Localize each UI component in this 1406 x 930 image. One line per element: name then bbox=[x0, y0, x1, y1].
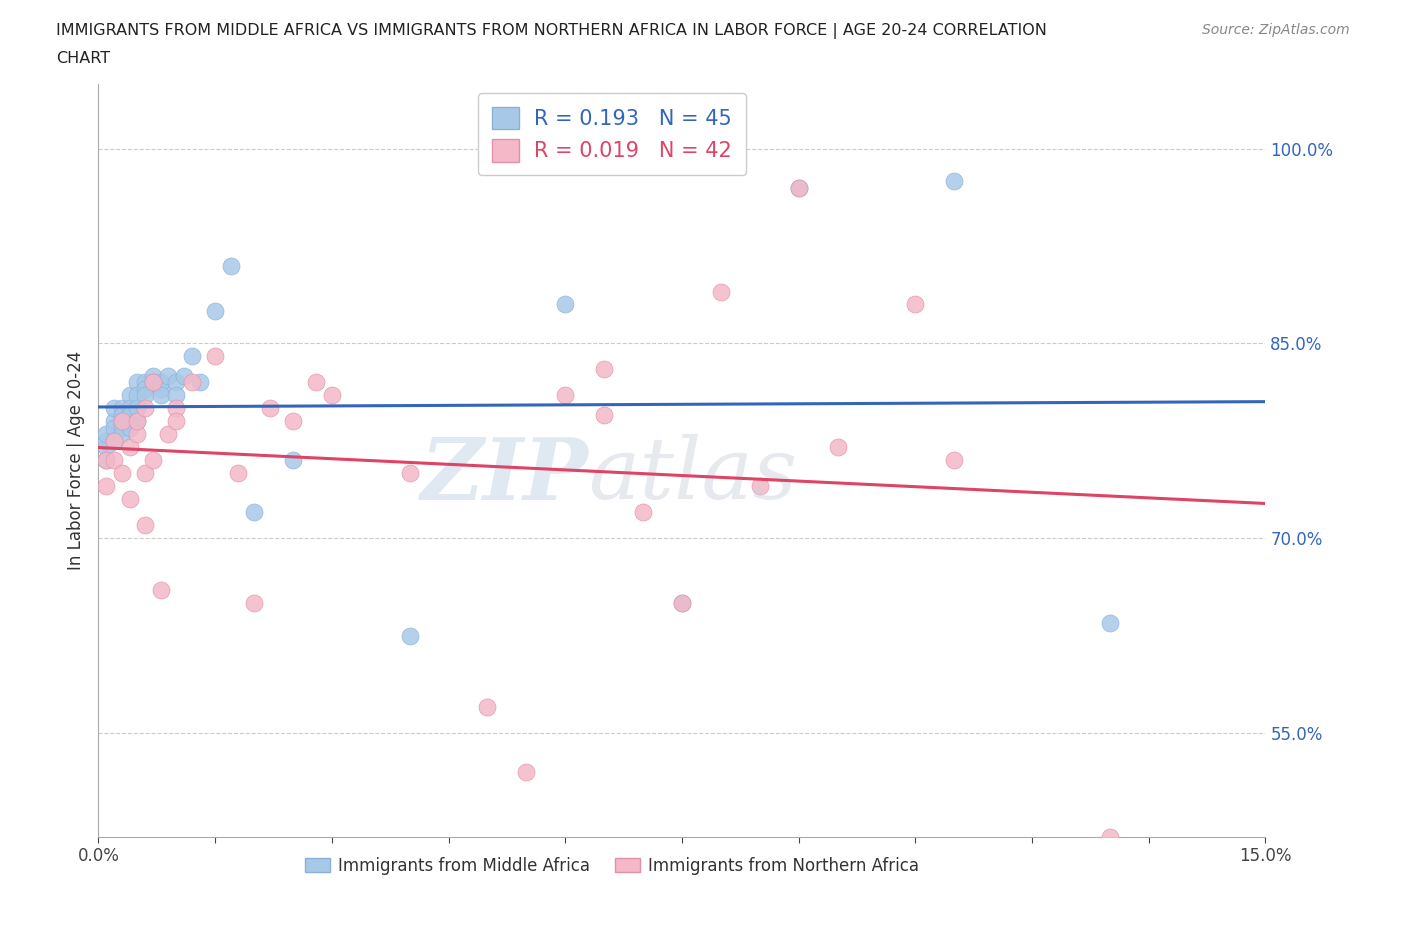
Point bbox=[281, 414, 304, 429]
Point bbox=[165, 388, 187, 403]
Point bbox=[243, 505, 266, 520]
Point bbox=[142, 368, 165, 383]
Text: IMMIGRANTS FROM MIDDLE AFRICA VS IMMIGRANTS FROM NORTHERN AFRICA IN LABOR FORCE : IMMIGRANTS FROM MIDDLE AFRICA VS IMMIGRA… bbox=[56, 23, 1047, 39]
Point bbox=[305, 375, 328, 390]
Point bbox=[593, 407, 616, 422]
Point bbox=[111, 427, 134, 442]
Point bbox=[127, 414, 149, 429]
Point bbox=[127, 401, 149, 416]
Point bbox=[149, 381, 172, 396]
Point bbox=[671, 596, 693, 611]
Point bbox=[219, 259, 242, 273]
Point bbox=[827, 440, 849, 455]
Point bbox=[96, 453, 118, 468]
Point bbox=[157, 427, 180, 442]
Point bbox=[149, 583, 172, 598]
Point bbox=[631, 505, 654, 520]
Point bbox=[118, 440, 141, 455]
Point bbox=[127, 375, 149, 390]
Point bbox=[134, 375, 156, 390]
Point bbox=[134, 401, 156, 416]
Point bbox=[103, 453, 125, 468]
Point bbox=[671, 596, 693, 611]
Point bbox=[554, 388, 576, 403]
Point bbox=[127, 427, 149, 442]
Point bbox=[103, 433, 125, 448]
Point bbox=[96, 453, 118, 468]
Point bbox=[204, 349, 226, 364]
Point bbox=[96, 433, 118, 448]
Point bbox=[593, 362, 616, 377]
Point bbox=[134, 466, 156, 481]
Point bbox=[398, 629, 420, 644]
Point bbox=[96, 427, 118, 442]
Point bbox=[142, 375, 165, 390]
Text: CHART: CHART bbox=[56, 51, 110, 66]
Point bbox=[149, 388, 172, 403]
Point bbox=[477, 699, 499, 714]
Y-axis label: In Labor Force | Age 20-24: In Labor Force | Age 20-24 bbox=[66, 351, 84, 570]
Point bbox=[787, 180, 810, 195]
Point bbox=[103, 414, 125, 429]
Point bbox=[111, 401, 134, 416]
Point bbox=[1098, 616, 1121, 631]
Point bbox=[173, 368, 195, 383]
Text: atlas: atlas bbox=[589, 434, 797, 517]
Point bbox=[142, 453, 165, 468]
Point bbox=[111, 466, 134, 481]
Point bbox=[515, 764, 537, 779]
Point bbox=[554, 297, 576, 312]
Point bbox=[149, 375, 172, 390]
Point bbox=[127, 388, 149, 403]
Point bbox=[180, 375, 202, 390]
Point bbox=[134, 381, 156, 396]
Point bbox=[165, 414, 187, 429]
Point bbox=[111, 407, 134, 422]
Point bbox=[165, 401, 187, 416]
Point bbox=[118, 420, 141, 435]
Point bbox=[118, 492, 141, 507]
Point bbox=[188, 375, 211, 390]
Text: Source: ZipAtlas.com: Source: ZipAtlas.com bbox=[1202, 23, 1350, 37]
Point bbox=[943, 174, 966, 189]
Point bbox=[204, 303, 226, 318]
Point bbox=[228, 466, 250, 481]
Point bbox=[398, 466, 420, 481]
Point bbox=[111, 420, 134, 435]
Text: ZIP: ZIP bbox=[420, 433, 589, 517]
Point bbox=[96, 479, 118, 494]
Point bbox=[111, 414, 134, 429]
Point bbox=[710, 284, 733, 299]
Point bbox=[142, 375, 165, 390]
Point bbox=[103, 420, 125, 435]
Point bbox=[281, 453, 304, 468]
Point bbox=[118, 401, 141, 416]
Point bbox=[180, 349, 202, 364]
Point bbox=[134, 388, 156, 403]
Point bbox=[259, 401, 281, 416]
Point bbox=[1098, 830, 1121, 844]
Point bbox=[787, 180, 810, 195]
Point bbox=[118, 407, 141, 422]
Point bbox=[748, 479, 770, 494]
Point bbox=[904, 297, 927, 312]
Point bbox=[943, 453, 966, 468]
Point bbox=[165, 375, 187, 390]
Point bbox=[243, 596, 266, 611]
Point bbox=[111, 414, 134, 429]
Point bbox=[103, 433, 125, 448]
Legend: Immigrants from Middle Africa, Immigrants from Northern Africa: Immigrants from Middle Africa, Immigrant… bbox=[298, 850, 927, 882]
Point bbox=[134, 518, 156, 533]
Point bbox=[96, 440, 118, 455]
Point bbox=[127, 414, 149, 429]
Point bbox=[103, 401, 125, 416]
Point bbox=[157, 368, 180, 383]
Point bbox=[118, 388, 141, 403]
Point bbox=[321, 388, 343, 403]
